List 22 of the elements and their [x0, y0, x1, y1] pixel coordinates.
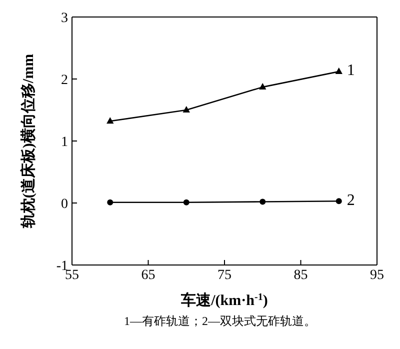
point: [336, 198, 342, 204]
x-tick-label: 75: [218, 268, 232, 283]
x-tick-label: 65: [141, 268, 156, 283]
point: [259, 83, 266, 90]
point: [260, 198, 266, 205]
x-tick-label: 85: [294, 268, 308, 283]
series-label: 2: [346, 192, 355, 209]
text: 1—有砟轨道；2—双块式无砟轨道。: [123, 313, 317, 330]
series-label: 1: [346, 62, 355, 80]
point: [335, 68, 342, 74]
y-tick-label: 1: [61, 134, 68, 150]
y-tick-label: 0: [61, 196, 68, 212]
y-tick-label: 2: [61, 72, 68, 88]
y-tick-label: 3: [61, 10, 68, 26]
y-axis-title: 轨枕(道床板)横向位移/mm: [19, 53, 38, 230]
x-tick-label: 95: [370, 268, 384, 283]
x-axis-title: 车速/(km·h$^{-1}$): [180, 291, 268, 309]
point: [106, 117, 114, 124]
point: [183, 199, 190, 206]
point: [107, 199, 114, 206]
x-tick-label: 55: [65, 268, 79, 283]
point: [182, 106, 190, 112]
